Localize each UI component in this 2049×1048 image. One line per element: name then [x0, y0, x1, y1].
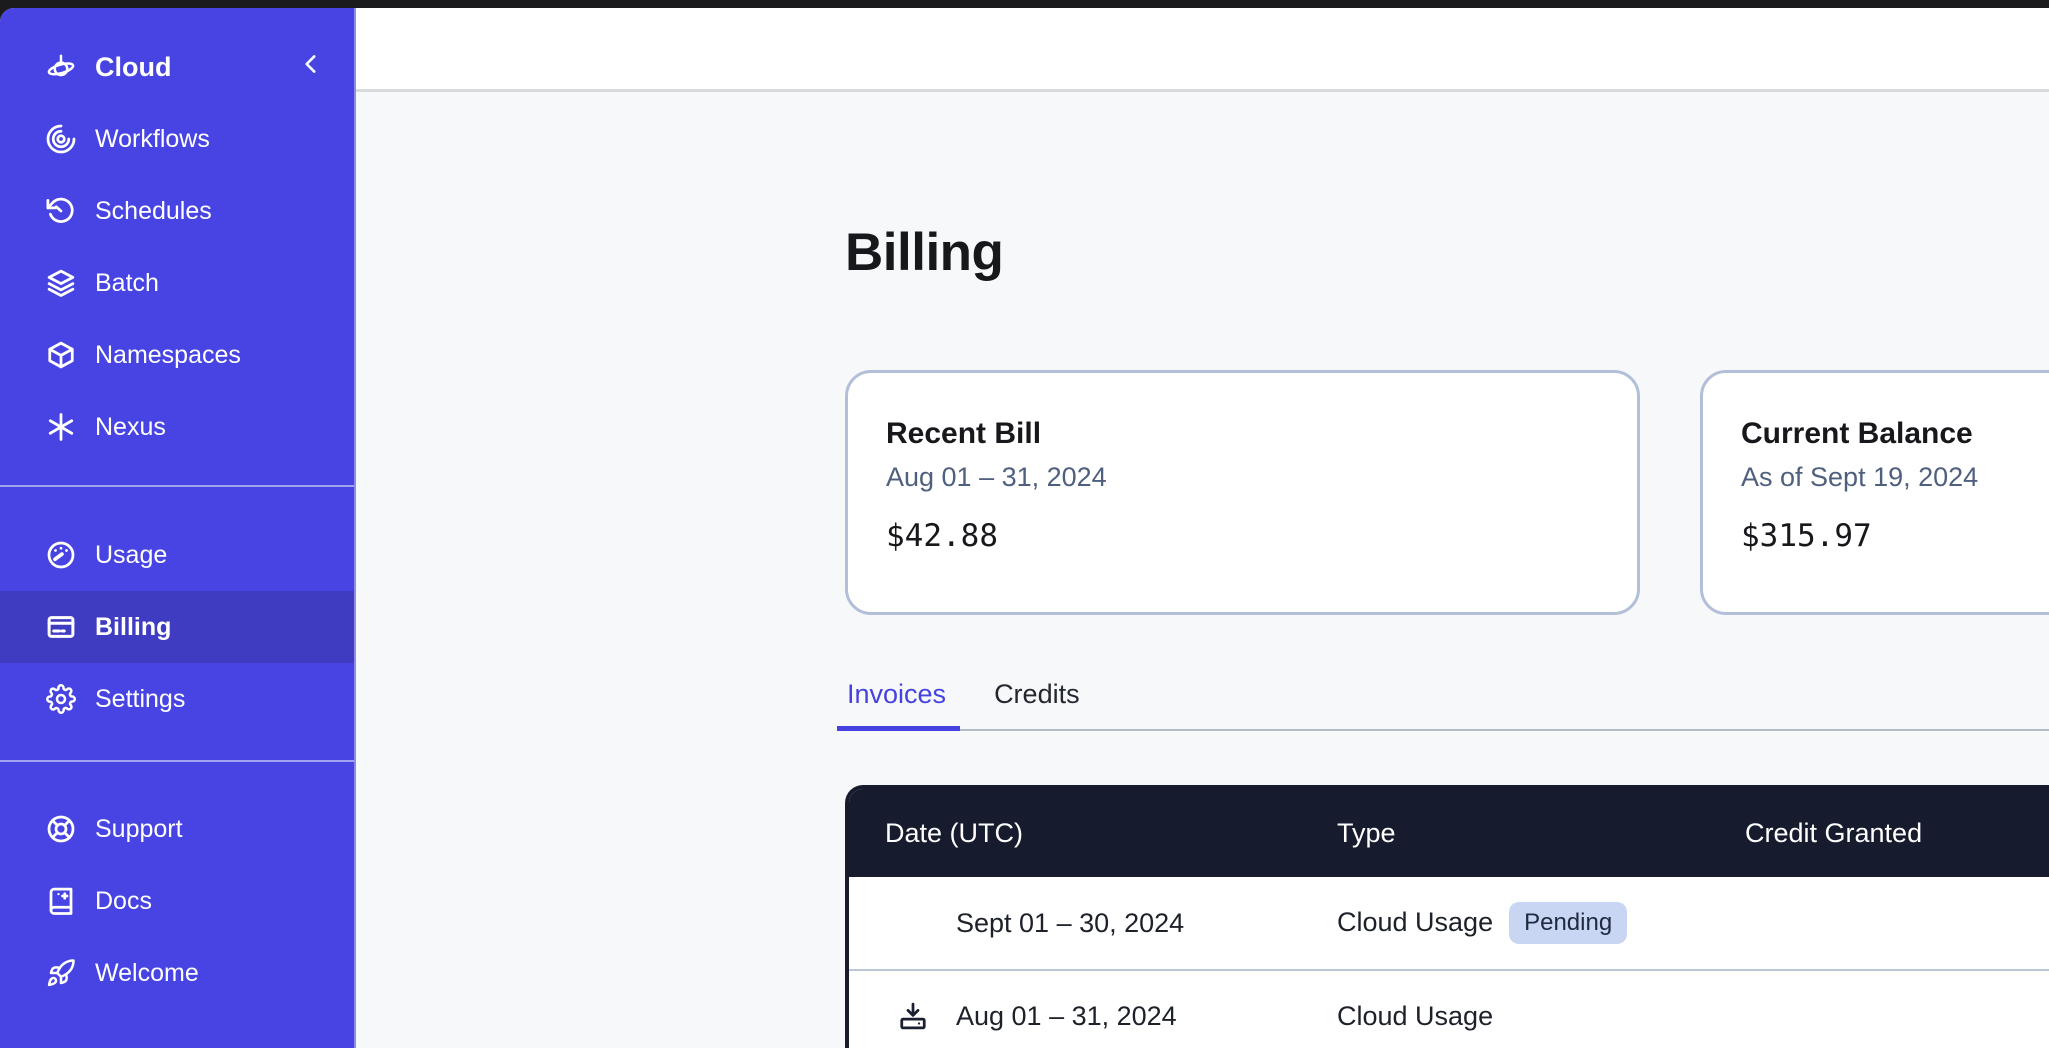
chevron-left-icon[interactable]: [298, 51, 324, 84]
sidebar-item-label: Docs: [95, 886, 152, 915]
sidebar-item-settings[interactable]: Settings: [0, 663, 354, 735]
sidebar-item-label: Workflows: [95, 124, 210, 153]
sidebar-item-batch[interactable]: Batch: [0, 247, 354, 319]
table-row[interactable]: Sept 01 – 30, 2024 Cloud Usage Pending: [849, 877, 2049, 969]
sidebar: Cloud Workflows: [0, 8, 356, 1048]
status-badge: Pending: [1509, 901, 1628, 945]
sidebar-item-label: Settings: [95, 684, 186, 713]
sidebar-item-label: Schedules: [95, 196, 212, 225]
current-balance-card: Current Balance As of Sept 19, 2024 $315…: [1700, 370, 2049, 615]
sidebar-brand-cloud[interactable]: Cloud: [0, 31, 354, 103]
column-header-type: Type: [1337, 817, 1396, 848]
sidebar-item-label: Batch: [95, 268, 159, 297]
support-lifebuoy-icon: [46, 814, 76, 844]
invoice-date-cell: Sept 01 – 30, 2024: [849, 908, 1337, 939]
download-icon[interactable]: [898, 1001, 956, 1031]
sidebar-item-label: Support: [95, 814, 183, 843]
sidebar-item-docs[interactable]: Docs: [0, 865, 354, 937]
namespaces-cube-icon: [46, 340, 76, 370]
cloud-orbit-icon: [46, 52, 76, 82]
batch-layers-icon: [46, 268, 76, 298]
card-title: Recent Bill: [886, 417, 1042, 450]
card-amount: $315.97: [1741, 518, 1872, 554]
topbar: [356, 8, 2049, 92]
welcome-rocket-icon: [46, 958, 76, 988]
invoice-date-cell: Aug 01 – 31, 2024: [849, 1001, 1337, 1032]
invoice-type: Cloud Usage: [1337, 907, 1494, 938]
sidebar-item-label: Welcome: [95, 958, 199, 987]
sidebar-item-support[interactable]: Support: [0, 793, 354, 865]
card-title: Current Balance: [1741, 417, 1973, 450]
card-subtitle: As of Sept 19, 2024: [1741, 462, 1979, 492]
sidebar-item-welcome[interactable]: Welcome: [0, 937, 354, 1009]
sidebar-item-schedules[interactable]: Schedules: [0, 175, 354, 247]
card-subtitle: Aug 01 – 31, 2024: [886, 462, 1107, 492]
invoice-type: Cloud Usage: [1337, 1000, 1494, 1031]
sidebar-item-namespaces[interactable]: Namespaces: [0, 319, 354, 391]
invoice-date: Aug 01 – 31, 2024: [956, 1000, 1177, 1031]
tab-invoices[interactable]: Invoices: [836, 679, 961, 731]
sidebar-brand-label: Cloud: [95, 51, 172, 82]
nexus-asterisk-icon: [46, 412, 76, 442]
sidebar-item-label: Usage: [95, 540, 168, 569]
table-header: Date (UTC) Type Credit Granted: [849, 789, 2049, 877]
billing-page: Billing Recent Bill Aug 01 – 31, 2024 $4…: [356, 92, 2049, 1048]
settings-gear-icon: [46, 684, 76, 714]
main-area: Billing Recent Bill Aug 01 – 31, 2024 $4…: [356, 8, 2049, 1048]
sidebar-item-label: Namespaces: [95, 340, 241, 369]
recent-bill-card: Recent Bill Aug 01 – 31, 2024 $42.88: [845, 370, 1640, 615]
column-header-credit-granted: Credit Granted: [1745, 817, 1923, 848]
invoice-type-cell: Cloud Usage: [1337, 1001, 1745, 1032]
card-amount: $42.88: [886, 518, 998, 554]
page-title: Billing: [845, 223, 1004, 282]
docs-book-icon: [46, 886, 76, 916]
sidebar-item-nexus[interactable]: Nexus: [0, 391, 354, 463]
sidebar-divider: [0, 485, 354, 487]
schedules-timer-icon: [46, 196, 76, 226]
tab-credits[interactable]: Credits: [994, 679, 1080, 709]
workflows-spiral-icon: [46, 124, 76, 154]
invoice-type-cell: Cloud Usage Pending: [1337, 901, 1745, 945]
app-window: Cloud Workflows: [0, 8, 2049, 1048]
billing-tabs: Invoices Credits: [836, 679, 2049, 731]
invoices-table: Date (UTC) Type Credit Granted Sept 01 –…: [845, 785, 2049, 1048]
sidebar-item-label: Billing: [95, 612, 172, 641]
column-header-date: Date (UTC): [885, 817, 1024, 848]
sidebar-divider: [0, 760, 354, 762]
summary-cards: Recent Bill Aug 01 – 31, 2024 $42.88 Cur…: [845, 370, 2049, 615]
usage-gauge-icon: [46, 540, 76, 570]
table-row[interactable]: Aug 01 – 31, 2024 Cloud Usage: [849, 969, 2049, 1048]
sidebar-item-workflows[interactable]: Workflows: [0, 103, 354, 175]
billing-card-icon: [46, 612, 76, 642]
sidebar-item-usage[interactable]: Usage: [0, 519, 354, 591]
sidebar-item-label: Nexus: [95, 412, 166, 441]
invoice-date: Sept 01 – 30, 2024: [956, 907, 1185, 938]
sidebar-item-billing[interactable]: Billing: [0, 591, 354, 663]
